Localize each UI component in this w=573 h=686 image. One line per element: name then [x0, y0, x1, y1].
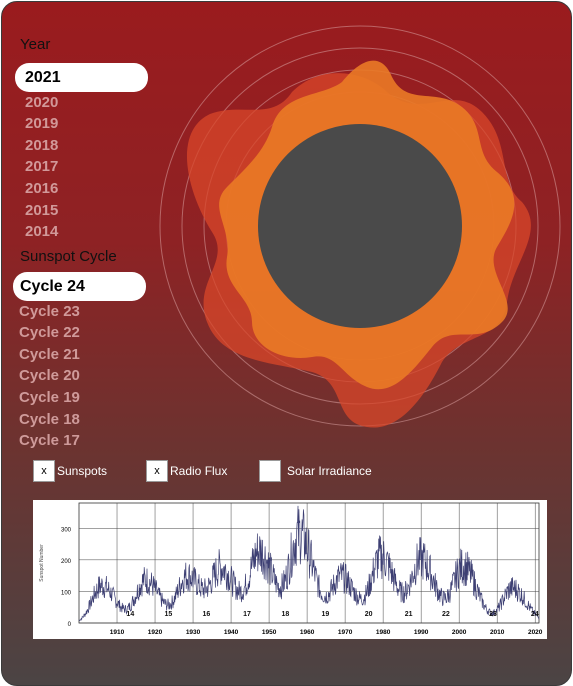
cycle-number-label: 18 — [282, 611, 290, 618]
year-heading: Year — [20, 36, 51, 53]
y-tick-label: 300 — [61, 527, 72, 533]
x-tick-label: 1980 — [376, 629, 391, 636]
y-tick-label: 100 — [61, 590, 72, 596]
radio-flux-checkbox[interactable]: x — [146, 460, 168, 482]
cycle-option[interactable]: Cycle 23 — [19, 303, 80, 320]
cycle-heading: Sunspot Cycle — [20, 248, 117, 265]
cycle-option[interactable]: Cycle 17 — [19, 432, 80, 449]
year-option[interactable]: 2017 — [25, 158, 59, 175]
cycle-number-label: 24 — [531, 611, 539, 618]
y-tick-label: 200 — [61, 559, 72, 565]
cycle-option[interactable]: Cycle 19 — [19, 389, 80, 406]
cycle-option[interactable]: Cycle 21 — [19, 346, 80, 363]
cycle-number-label: 20 — [365, 611, 373, 618]
x-tick-label: 1930 — [186, 629, 201, 636]
sun-illustration — [159, 25, 561, 428]
x-tick-label: 2010 — [490, 629, 505, 636]
y-axis-label: Sunspot Number — [39, 544, 45, 582]
cycle-number-label: 16 — [202, 611, 210, 618]
x-tick-label: 1940 — [224, 629, 239, 636]
year-option[interactable]: 2015 — [25, 202, 59, 219]
x-tick-label: 1950 — [262, 629, 277, 636]
sunspot-series-line — [78, 505, 540, 622]
year-selected[interactable]: 2021 — [15, 63, 148, 92]
sunspots-label: Sunspots — [57, 464, 108, 478]
radio-flux-label: Radio Flux — [170, 464, 228, 478]
orbit-ring — [159, 25, 561, 427]
year-option[interactable]: 2016 — [25, 180, 59, 197]
x-tick-label: 1920 — [148, 629, 163, 636]
cycle-option[interactable]: Cycle 18 — [19, 411, 80, 428]
x-tick-label: 1970 — [338, 629, 353, 636]
x-tick-label: 1960 — [300, 629, 315, 636]
y-tick-label: 0 — [68, 622, 72, 628]
x-tick-label: 1990 — [414, 629, 429, 636]
year-option[interactable]: 2020 — [25, 94, 59, 111]
cycle-number-label: 14 — [126, 611, 134, 618]
cycle-option[interactable]: Cycle 22 — [19, 324, 80, 341]
cycle-number-label: 19 — [321, 611, 329, 618]
sun-core — [258, 124, 462, 328]
sunspots-checkbox[interactable]: x — [33, 460, 55, 482]
cycle-number-label: 23 — [489, 611, 497, 618]
cycle-number-label: 17 — [243, 611, 251, 618]
year-option[interactable]: 2019 — [25, 115, 59, 132]
year-option[interactable]: 2014 — [25, 223, 59, 240]
year-option[interactable]: 2018 — [25, 137, 59, 154]
cycle-selected[interactable]: Cycle 24 — [13, 272, 146, 301]
cycle-number-label: 21 — [405, 611, 413, 618]
cycle-number-label: 22 — [442, 611, 450, 618]
x-tick-label: 2020 — [528, 629, 543, 636]
cycle-number-label: 15 — [164, 611, 172, 618]
cycle-option[interactable]: Cycle 20 — [19, 367, 80, 384]
solar-irradiance-label: Solar Irradiance — [287, 464, 372, 478]
x-tick-label: 2000 — [452, 629, 467, 636]
x-tick-label: 1910 — [110, 629, 125, 636]
solar-irradiance-checkbox[interactable] — [259, 460, 281, 482]
